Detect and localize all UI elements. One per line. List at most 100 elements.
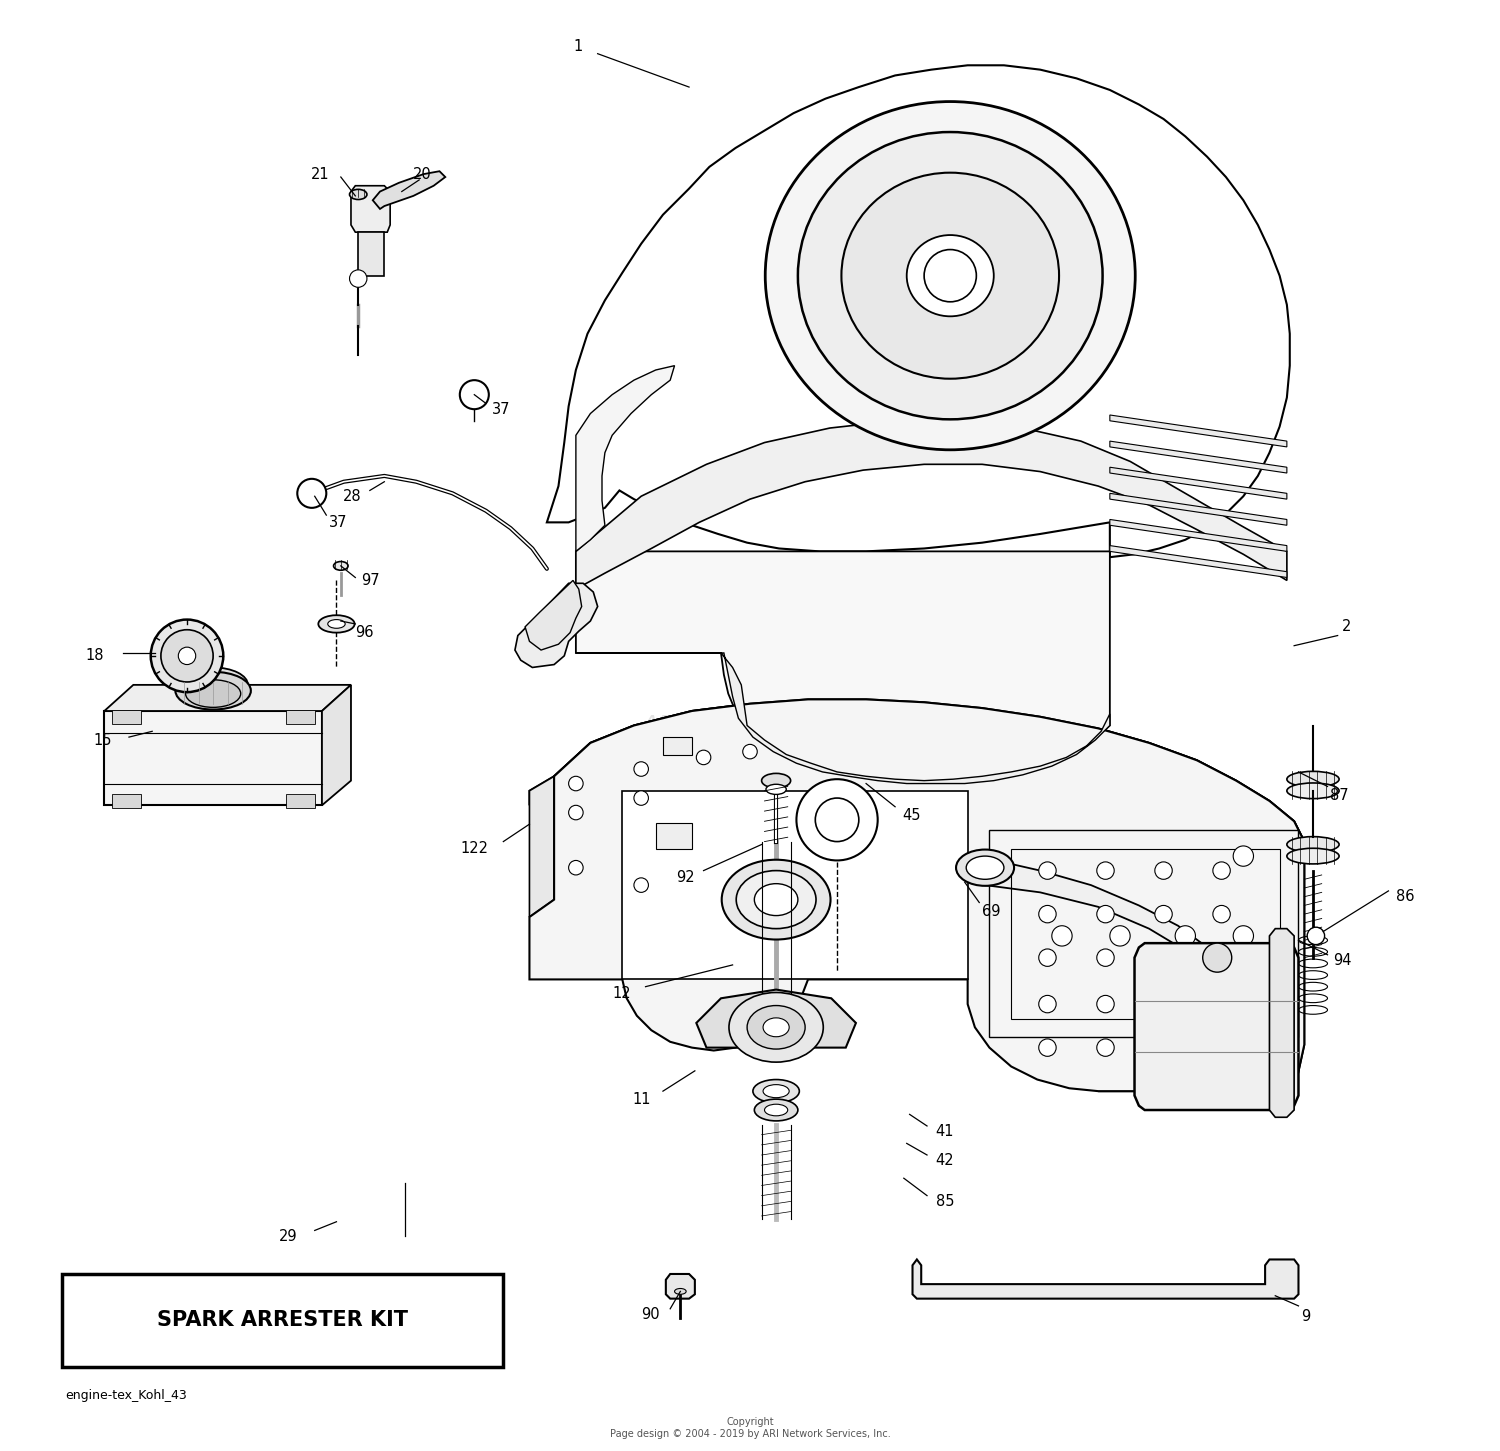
FancyBboxPatch shape	[62, 1274, 504, 1367]
Ellipse shape	[966, 856, 1004, 879]
Circle shape	[1038, 862, 1056, 879]
Polygon shape	[1110, 441, 1287, 473]
Circle shape	[1096, 905, 1114, 923]
Circle shape	[150, 620, 224, 692]
Text: 1: 1	[574, 39, 584, 54]
Text: 18: 18	[86, 649, 105, 663]
Circle shape	[924, 250, 976, 302]
Polygon shape	[666, 1274, 694, 1299]
Ellipse shape	[333, 562, 348, 570]
Ellipse shape	[1287, 849, 1340, 863]
Polygon shape	[622, 791, 968, 979]
Text: ARI PartStream™: ARI PartStream™	[642, 714, 858, 737]
Circle shape	[1233, 926, 1254, 946]
Polygon shape	[1110, 493, 1287, 525]
Polygon shape	[351, 186, 390, 232]
Ellipse shape	[906, 235, 995, 316]
Ellipse shape	[762, 773, 790, 788]
Circle shape	[568, 860, 584, 875]
Circle shape	[1096, 995, 1114, 1013]
Ellipse shape	[318, 615, 354, 633]
Circle shape	[568, 805, 584, 820]
Ellipse shape	[766, 785, 786, 795]
Polygon shape	[1110, 415, 1287, 447]
Ellipse shape	[178, 667, 248, 702]
Ellipse shape	[765, 1104, 788, 1116]
Text: 85: 85	[936, 1194, 954, 1209]
Polygon shape	[696, 990, 856, 1048]
Polygon shape	[530, 699, 1305, 1091]
Circle shape	[1214, 949, 1230, 966]
Ellipse shape	[754, 884, 798, 916]
Text: 21: 21	[310, 167, 328, 181]
Ellipse shape	[675, 1288, 686, 1294]
Text: 45: 45	[903, 808, 921, 823]
Ellipse shape	[747, 1006, 806, 1049]
Ellipse shape	[328, 620, 345, 628]
Circle shape	[1203, 943, 1231, 972]
Polygon shape	[105, 711, 322, 805]
Polygon shape	[530, 699, 1305, 1091]
Text: 11: 11	[633, 1093, 651, 1107]
Circle shape	[350, 270, 368, 287]
Circle shape	[634, 791, 648, 805]
Text: 20: 20	[414, 167, 432, 181]
Polygon shape	[358, 232, 384, 276]
Circle shape	[1155, 1039, 1172, 1056]
Text: 90: 90	[642, 1307, 660, 1322]
Polygon shape	[656, 823, 692, 849]
Circle shape	[1155, 905, 1172, 923]
Ellipse shape	[1287, 772, 1340, 786]
Ellipse shape	[176, 672, 250, 710]
Polygon shape	[912, 1259, 1299, 1299]
Circle shape	[568, 776, 584, 791]
Polygon shape	[530, 776, 554, 917]
Ellipse shape	[956, 850, 1014, 885]
Text: 12: 12	[612, 987, 632, 1001]
Polygon shape	[986, 859, 1262, 1103]
Polygon shape	[1269, 929, 1294, 1117]
Circle shape	[1174, 926, 1196, 946]
Text: 29: 29	[279, 1229, 297, 1244]
Polygon shape	[548, 65, 1290, 557]
Ellipse shape	[350, 190, 368, 200]
Circle shape	[178, 647, 195, 665]
Text: 97: 97	[362, 573, 380, 588]
Text: 15: 15	[93, 733, 111, 747]
Polygon shape	[1110, 467, 1287, 499]
Circle shape	[1038, 905, 1056, 923]
Polygon shape	[576, 366, 675, 551]
Polygon shape	[525, 580, 582, 650]
Text: 87: 87	[1330, 788, 1348, 802]
Text: 28: 28	[342, 489, 362, 503]
Text: 69: 69	[982, 904, 1000, 918]
Circle shape	[634, 762, 648, 776]
Circle shape	[1214, 862, 1230, 879]
Circle shape	[1155, 995, 1172, 1013]
Circle shape	[1038, 1039, 1056, 1056]
Text: Page design © 2004 - 2019 by ARI Network Services, Inc.: Page design © 2004 - 2019 by ARI Network…	[609, 1429, 891, 1438]
Circle shape	[696, 750, 711, 765]
Text: Copyright: Copyright	[726, 1418, 774, 1426]
Polygon shape	[1110, 519, 1287, 551]
Circle shape	[1155, 949, 1172, 966]
Circle shape	[1233, 846, 1254, 866]
Circle shape	[1096, 1039, 1114, 1056]
Polygon shape	[663, 737, 692, 755]
Ellipse shape	[1287, 784, 1340, 798]
Text: 9: 9	[1302, 1309, 1311, 1323]
Text: 96: 96	[356, 625, 374, 640]
Ellipse shape	[753, 1080, 800, 1103]
Polygon shape	[576, 421, 1287, 589]
Ellipse shape	[798, 132, 1102, 419]
Text: 94: 94	[1334, 953, 1352, 968]
Circle shape	[1038, 995, 1056, 1013]
Circle shape	[1110, 926, 1130, 946]
Text: SPARK ARRESTER KIT: SPARK ARRESTER KIT	[158, 1310, 408, 1331]
Text: 122: 122	[460, 842, 489, 856]
Polygon shape	[1110, 546, 1287, 577]
Text: 86: 86	[1395, 889, 1414, 904]
Text: 37: 37	[492, 402, 510, 416]
Polygon shape	[372, 171, 446, 209]
Circle shape	[1214, 1039, 1230, 1056]
